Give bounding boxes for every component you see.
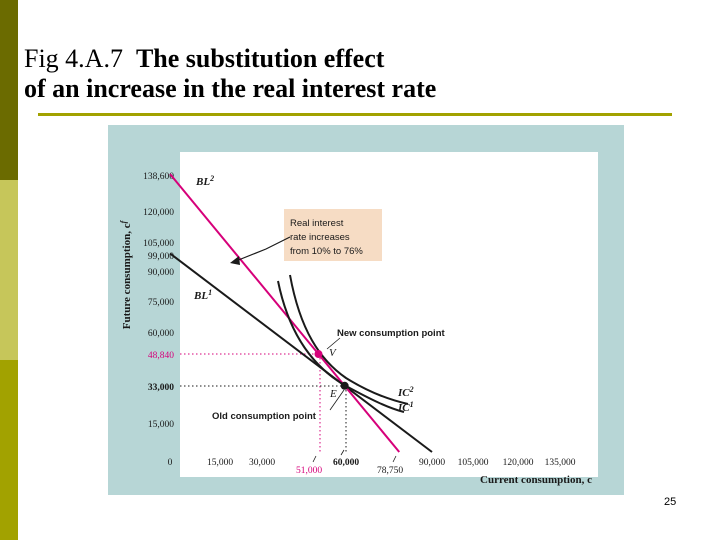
y-tick-48840: 48,840 — [148, 351, 174, 361]
x-tick-60000: 60,000 — [333, 458, 359, 468]
figure-panel: Future consumption, cf Current consumpti… — [108, 125, 624, 495]
callout-arrow — [235, 236, 291, 262]
x-tick-135000: 135,000 — [545, 458, 576, 468]
ic1-label: IC1 — [397, 400, 414, 414]
plot-area — [180, 152, 598, 477]
y-axis-title: Future consumption, cf — [119, 219, 133, 329]
x-tick-mark-51000 — [312, 455, 317, 463]
callout-line-2: rate increases — [290, 232, 350, 243]
y-tick-138600: 138,600 — [143, 172, 174, 182]
budget-line-bl1 — [169, 252, 433, 453]
callout-box — [284, 209, 382, 261]
x-tick-105000: 105,000 — [458, 458, 489, 468]
sidebar-band-top — [0, 0, 18, 180]
x-tick-mark-78750 — [392, 455, 397, 463]
indifference-curve-ic2 — [289, 274, 409, 405]
callout-line-3: from 10% to 76% — [290, 246, 363, 257]
slide-number: 25 — [664, 496, 677, 508]
y-tick-120000: 120,000 — [143, 208, 174, 218]
new-point-leader — [326, 337, 341, 350]
y-tick-60000: 60,000 — [148, 329, 174, 339]
bl2-label: BL2 — [195, 174, 214, 188]
old-point-leader — [329, 389, 345, 411]
x-tick-0: 0 — [168, 458, 173, 468]
y-tick-105000: 105,000 — [143, 239, 174, 249]
point-v-label: V — [329, 347, 337, 359]
title-line-1: The substitution effect — [135, 44, 385, 73]
old-consumption-point-label: Old consumption point — [212, 411, 317, 422]
sidebar-band-bottom — [0, 360, 18, 540]
y-tick-90000: 90,000 — [148, 268, 174, 278]
x-tick-30000: 30,000 — [249, 458, 275, 468]
point-e-label: E — [329, 388, 337, 400]
title-rule — [38, 113, 672, 116]
ic2-label: IC2 — [397, 385, 414, 399]
x-tick-mark-60000 — [340, 449, 345, 456]
y-tick-15000: 15,000 — [148, 420, 174, 430]
chart-svg: Future consumption, cf Current consumpti… — [119, 152, 598, 486]
figure-number: Fig 4.A.7 — [24, 44, 123, 73]
x-tick-15000: 15,000 — [207, 458, 233, 468]
indifference-curve-ic1 — [277, 280, 405, 413]
y-tick-99000: 99,000 — [148, 252, 174, 262]
sidebar-band-mid — [0, 180, 18, 360]
title-line-2: of an increase in the real interest rate — [24, 74, 437, 103]
x-tick-51000: 51,000 — [296, 466, 322, 476]
y-tick-75000: 75,000 — [148, 298, 174, 308]
bl1-label: BL1 — [193, 288, 212, 302]
callout-line-1: Real interest — [290, 218, 344, 229]
callout-arrowhead — [230, 256, 240, 265]
new-consumption-point-label: New consumption point — [337, 328, 445, 339]
x-axis-title: Current consumption, c — [480, 474, 592, 486]
x-tick-120000: 120,000 — [503, 458, 534, 468]
slide-title: Fig 4.A.7 The substitution effect of an … — [24, 44, 704, 104]
y-tick-33000: 33,000 — [148, 383, 174, 393]
budget-line-bl2 — [169, 173, 401, 453]
point-v-marker — [314, 350, 323, 359]
x-tick-78750: 78,750 — [377, 466, 403, 476]
point-e-marker — [340, 381, 349, 390]
slide-sidebar — [0, 0, 18, 540]
x-tick-90000: 90,000 — [419, 458, 445, 468]
